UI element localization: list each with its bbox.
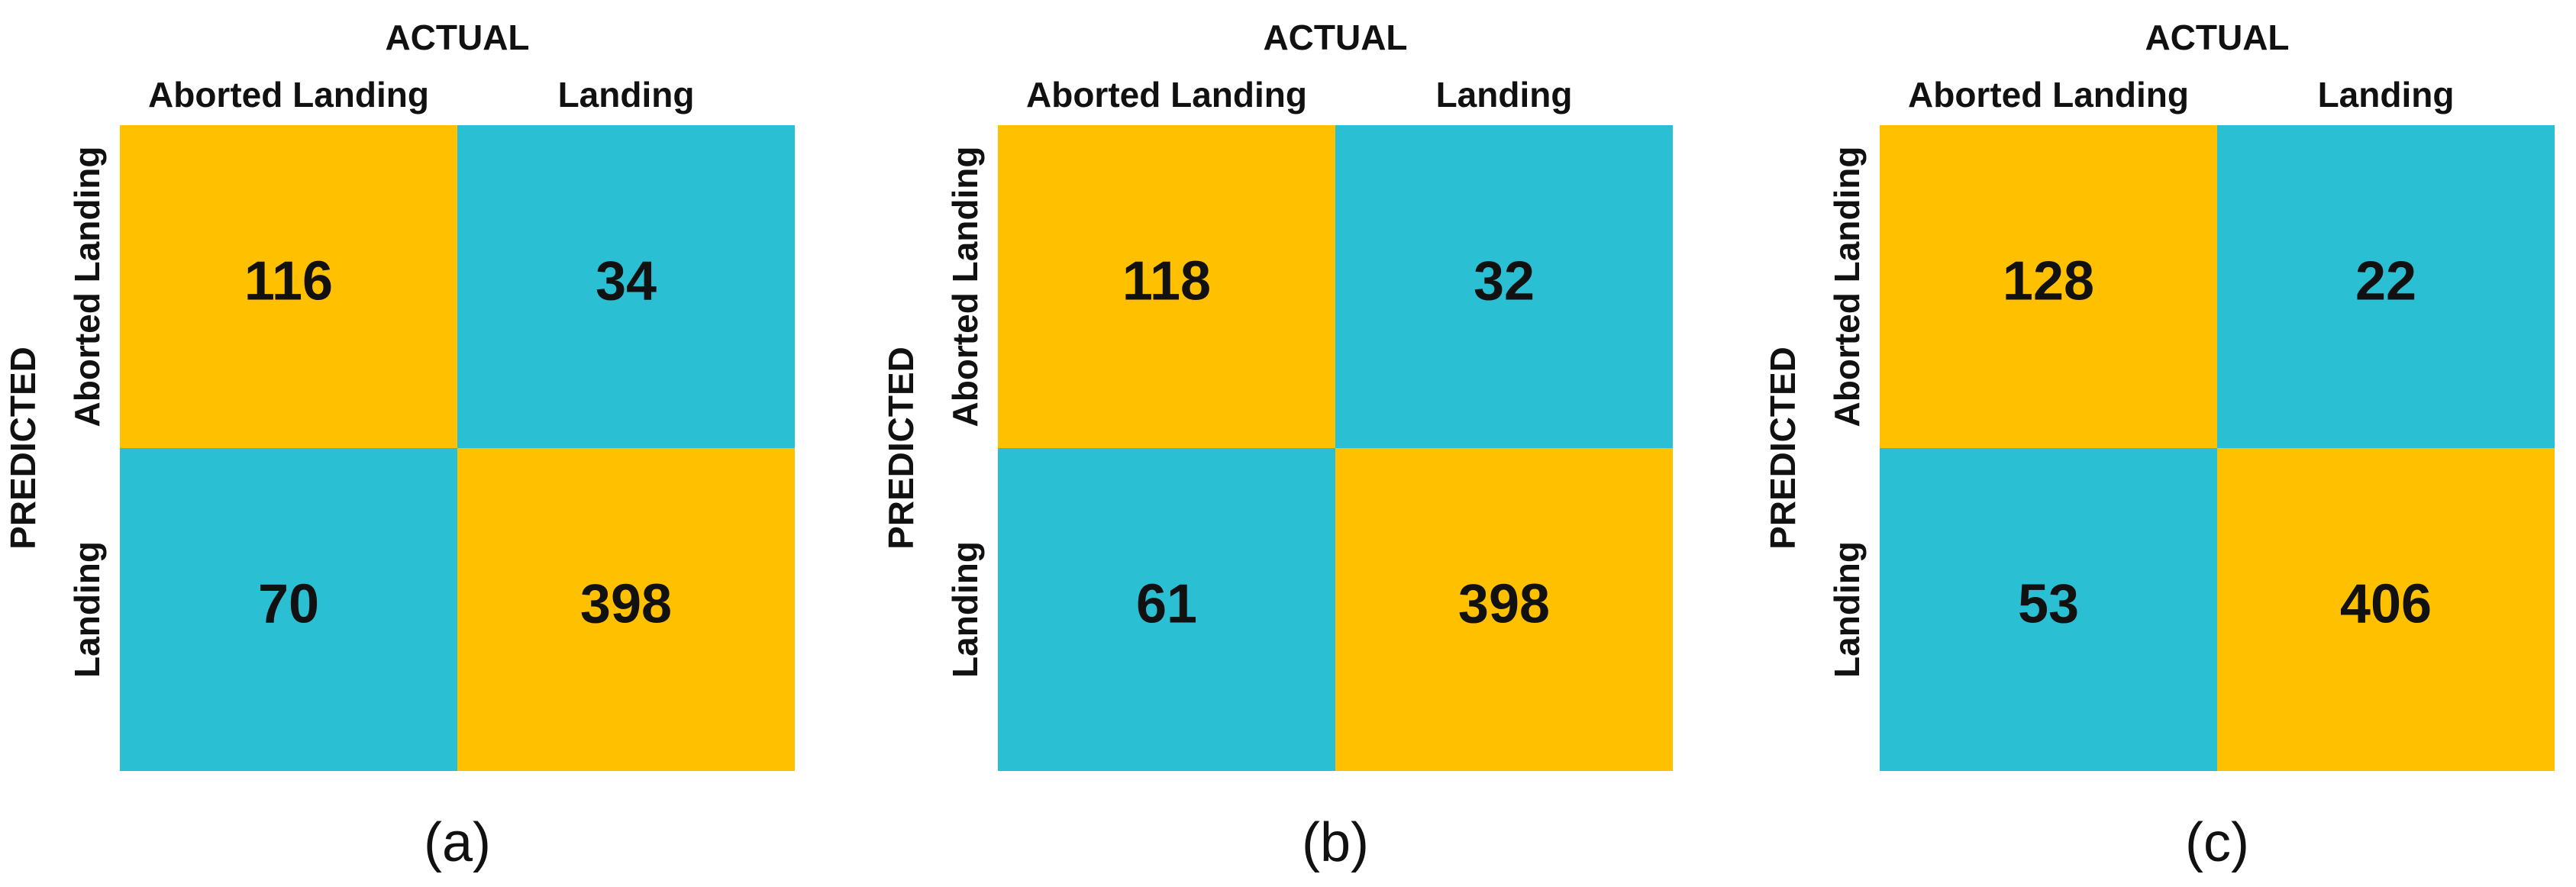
row-label: Landing	[67, 541, 107, 678]
row-label: Aborted Landing	[67, 147, 107, 427]
row-label: Aborted Landing	[1827, 147, 1867, 427]
matrix-cell	[998, 448, 1335, 771]
actual-axis-title: ACTUAL	[385, 18, 529, 57]
column-label: Aborted Landing	[148, 75, 429, 115]
column-label: Aborted Landing	[1026, 75, 1307, 115]
matrix-cell	[998, 125, 1335, 448]
column-label: Aborted Landing	[1908, 75, 2189, 115]
cell-value: 32	[1474, 251, 1535, 312]
cell-value: 53	[2018, 574, 2079, 635]
matrix-cell	[457, 125, 795, 448]
row-label: Aborted Landing	[945, 147, 985, 427]
cell-value: 61	[1136, 574, 1197, 635]
cell-value: 22	[2355, 251, 2416, 312]
matrix-cell	[1335, 448, 1673, 771]
matrix-cell	[120, 125, 457, 448]
confusion-matrix-panel-c: 128 22 53 406 ACTUAL Aborted Landing Landing Ab…	[1763, 18, 2555, 873]
cell-value: 116	[244, 251, 333, 312]
panel-caption: (a)	[424, 812, 491, 873]
cell-value: 128	[2003, 251, 2094, 312]
cell-value: 70	[258, 574, 319, 635]
cell-value: 34	[596, 251, 657, 312]
cell-value: 398	[1458, 574, 1550, 635]
panel-caption: (b)	[1302, 812, 1369, 873]
predicted-axis-title: PREDICTED	[1763, 347, 1803, 550]
actual-axis-title: ACTUAL	[2145, 18, 2289, 57]
predicted-axis-title: PREDICTED	[3, 347, 43, 550]
panel-caption: (c)	[2185, 812, 2249, 873]
row-label: Landing	[945, 541, 985, 678]
matrix-cell	[120, 448, 457, 771]
matrix-cell	[1880, 448, 2217, 771]
column-label: Landing	[558, 75, 695, 115]
row-label: Landing	[1827, 541, 1867, 678]
confusion-matrix-panel-b: 118 32 61 398 ACTUAL Aborted Landing Landing Ab…	[881, 18, 1673, 873]
cell-value: 118	[1122, 251, 1211, 312]
confusion-matrix-panel-a: 116 34 70 398 ACTUAL Aborted Landing Landing Ab…	[3, 18, 795, 873]
matrix-cell	[2217, 125, 2555, 448]
matrix-cell	[457, 448, 795, 771]
cell-value: 398	[580, 574, 672, 635]
matrix-cell	[1880, 125, 2217, 448]
column-label: Landing	[2318, 75, 2455, 115]
actual-axis-title: ACTUAL	[1263, 18, 1407, 57]
matrix-cell	[2217, 448, 2555, 771]
predicted-axis-title: PREDICTED	[881, 347, 921, 550]
cell-value: 406	[2340, 574, 2432, 635]
column-label: Landing	[1436, 75, 1573, 115]
matrix-cell	[1335, 125, 1673, 448]
